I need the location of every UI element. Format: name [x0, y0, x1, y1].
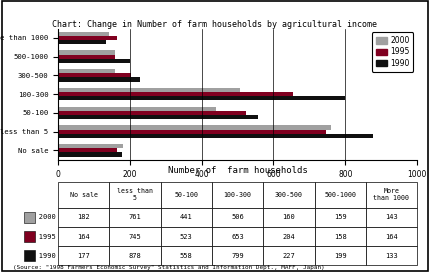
Bar	[24, 212, 35, 223]
Bar	[58, 32, 109, 36]
Bar	[58, 36, 117, 40]
Bar	[24, 231, 35, 242]
Bar	[58, 73, 131, 78]
Bar	[58, 144, 123, 148]
Bar	[58, 107, 216, 111]
Bar	[58, 92, 292, 96]
Legend: 2000, 1995, 1990: 2000, 1995, 1990	[372, 32, 413, 72]
Bar	[58, 51, 115, 55]
Bar	[58, 55, 115, 59]
Text: Number of  farm households: Number of farm households	[168, 166, 307, 175]
Bar	[58, 59, 129, 63]
Bar	[24, 250, 35, 261]
Bar	[58, 115, 258, 119]
Bar	[58, 153, 122, 157]
Bar	[58, 78, 140, 82]
Bar	[58, 40, 106, 44]
Bar	[58, 148, 117, 153]
Bar	[58, 96, 345, 100]
Bar	[58, 111, 246, 115]
Bar	[58, 134, 373, 138]
Bar	[58, 130, 326, 134]
Text: (Source: "1998 Farmers Economic Survey" Statistics and Information Dept., MAFF, : (Source: "1998 Farmers Economic Survey" …	[13, 265, 325, 270]
Bar	[58, 125, 331, 130]
Text: Chart: Change in Number of farm households by agricultural income: Chart: Change in Number of farm househol…	[52, 20, 378, 29]
Bar	[58, 88, 240, 92]
Bar	[58, 69, 116, 73]
